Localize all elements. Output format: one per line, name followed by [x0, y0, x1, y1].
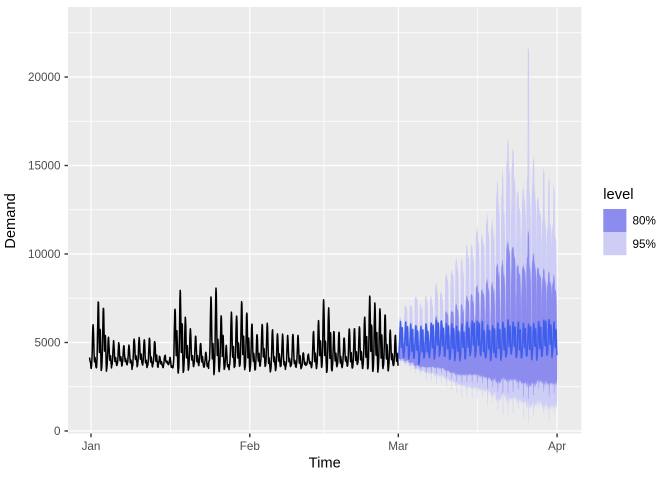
svg-text:Apr: Apr: [548, 440, 566, 453]
svg-text:80%: 80%: [633, 215, 656, 228]
svg-text:10000: 10000: [28, 248, 61, 261]
svg-text:20000: 20000: [28, 71, 61, 84]
svg-text:Feb: Feb: [240, 440, 261, 453]
svg-text:Jan: Jan: [82, 440, 101, 453]
svg-text:Time: Time: [309, 456, 341, 472]
svg-text:5000: 5000: [34, 337, 61, 350]
svg-text:15000: 15000: [28, 160, 61, 173]
svg-text:level: level: [603, 187, 633, 203]
svg-text:95%: 95%: [633, 238, 656, 251]
svg-text:Mar: Mar: [388, 440, 408, 453]
svg-text:Demand: Demand: [3, 193, 19, 249]
svg-text:0: 0: [54, 425, 61, 438]
